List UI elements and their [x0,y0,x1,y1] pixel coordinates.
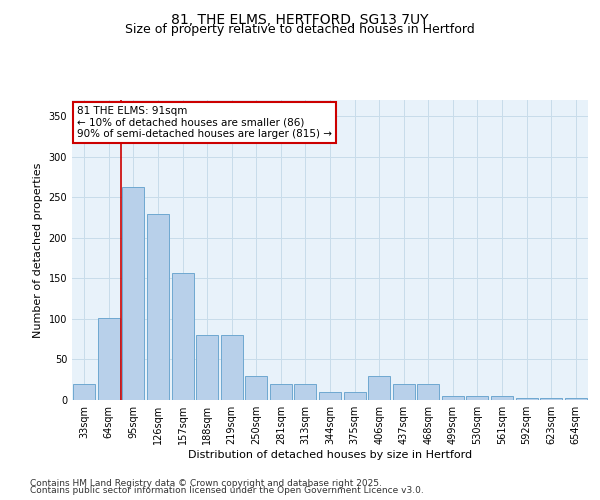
Bar [392,384,415,400]
Bar [442,396,464,400]
Bar [565,398,587,400]
Bar [295,384,316,400]
Bar [368,376,390,400]
Y-axis label: Number of detached properties: Number of detached properties [33,162,43,338]
Bar [172,272,194,400]
Bar [540,398,562,400]
Bar [417,384,439,400]
Text: Contains HM Land Registry data © Crown copyright and database right 2025.: Contains HM Land Registry data © Crown c… [30,478,382,488]
Text: 81, THE ELMS, HERTFORD, SG13 7UY: 81, THE ELMS, HERTFORD, SG13 7UY [171,12,429,26]
Bar [122,187,145,400]
Bar [245,376,268,400]
Bar [466,396,488,400]
Bar [344,392,365,400]
Bar [196,335,218,400]
Bar [147,214,169,400]
Bar [319,392,341,400]
Bar [73,384,95,400]
Bar [221,335,243,400]
Bar [270,384,292,400]
Text: Contains public sector information licensed under the Open Government Licence v3: Contains public sector information licen… [30,486,424,495]
Text: 81 THE ELMS: 91sqm
← 10% of detached houses are smaller (86)
90% of semi-detache: 81 THE ELMS: 91sqm ← 10% of detached hou… [77,106,332,139]
Text: Size of property relative to detached houses in Hertford: Size of property relative to detached ho… [125,22,475,36]
Bar [98,318,120,400]
X-axis label: Distribution of detached houses by size in Hertford: Distribution of detached houses by size … [188,450,472,460]
Bar [515,398,538,400]
Bar [491,396,513,400]
